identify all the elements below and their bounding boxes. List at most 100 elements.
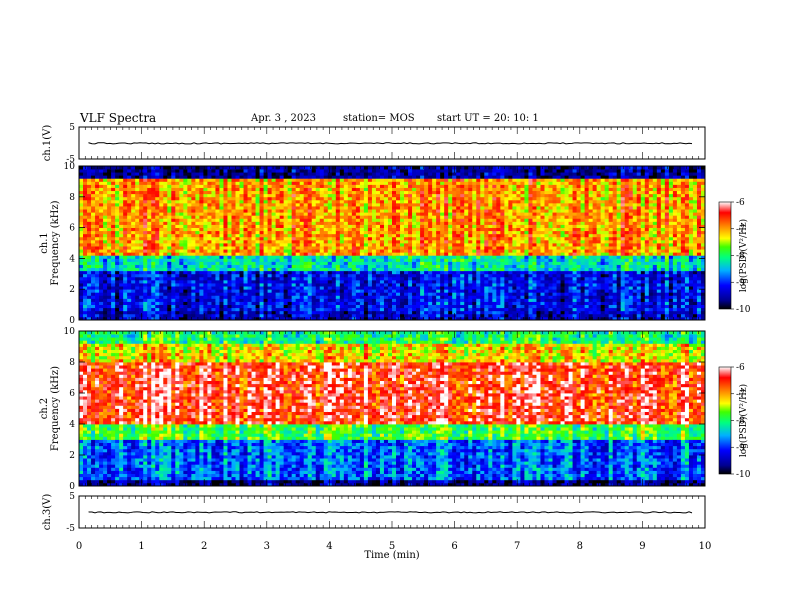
spectrogram-cell (91, 239, 96, 244)
spectrogram-cell (404, 190, 409, 195)
spectrogram-cell (155, 276, 160, 281)
spectrogram-cell (287, 276, 293, 281)
spectrogram-cell (303, 279, 309, 284)
spectrogram-cell (279, 286, 285, 290)
spectrogram-cell (163, 172, 168, 176)
spectrogram-cell (131, 261, 136, 265)
spectrogram-cell (255, 181, 260, 185)
spectrogram-cell (404, 172, 409, 176)
spectrogram-cell (175, 190, 180, 195)
spectrogram-cell (424, 273, 429, 278)
spectrogram-cell (95, 175, 100, 179)
spectrogram-cell (452, 258, 457, 262)
spectrogram-cell (215, 202, 220, 207)
spectrogram-cell (147, 279, 152, 284)
spectrogram-cell (327, 233, 333, 238)
spectrogram-cell (243, 252, 248, 256)
spectrogram-cell (87, 264, 92, 269)
spectrogram-cell (79, 298, 84, 302)
spectrogram-cell (91, 230, 96, 235)
spectrogram-cell (155, 224, 160, 228)
spectrogram-cell (231, 224, 236, 228)
spectrogram-cell (383, 301, 389, 305)
spectrogram-cell (183, 283, 188, 287)
spectrogram-cell (464, 196, 469, 201)
spectrogram-cell (91, 193, 96, 198)
spectrogram-cell (263, 172, 268, 176)
spectrogram-cell (343, 206, 349, 210)
spectrogram-cell (243, 255, 248, 259)
spectrogram-cell (295, 227, 301, 232)
spectrogram-cell (315, 175, 321, 179)
spectrogram-cell (412, 239, 417, 244)
spectrogram-cell (179, 239, 184, 244)
spectrogram-cell (259, 279, 264, 284)
spectrogram-cell (476, 190, 481, 195)
spectrogram-cell (432, 175, 437, 179)
spectrogram-cell (251, 255, 256, 259)
spectrogram-cell (171, 292, 176, 296)
spectrogram-cell (183, 310, 188, 315)
spectrogram-cell (83, 255, 88, 259)
spectrogram-cell (315, 169, 321, 173)
spectrogram-cell (420, 292, 425, 296)
spectrogram-cell (255, 279, 260, 284)
spectrogram-cell (367, 193, 373, 198)
spectrogram-cell (95, 292, 100, 296)
spectrogram-cell (400, 252, 405, 256)
spectrogram-cell (83, 243, 88, 247)
spectrogram-cell (303, 239, 309, 244)
spectrogram-cell (243, 267, 248, 272)
spectrogram-cell (263, 166, 268, 170)
spectrogram-cell (476, 243, 481, 247)
spectrogram-cell (143, 313, 148, 318)
spectrogram-cell (452, 181, 457, 185)
spectrogram-cell (331, 279, 337, 284)
spectrogram-cell (472, 202, 477, 207)
spectrogram-cell (299, 236, 305, 241)
spectrogram-cell (135, 252, 140, 256)
spectrogram-cell (279, 298, 285, 302)
spectrogram-cell (79, 224, 84, 228)
spectrogram-cell (279, 255, 285, 259)
spectrogram-cell (303, 276, 309, 281)
spectrogram-cell (127, 264, 132, 269)
spectrogram-cell (303, 227, 309, 232)
spectrogram-cell (139, 224, 144, 228)
spectrogram-cell (127, 258, 132, 262)
spectrogram-cell (87, 292, 92, 296)
spectrogram-cell (392, 181, 397, 185)
ch1-spectrogram (79, 166, 706, 321)
spectrogram-cell (259, 199, 264, 204)
spectrogram-cell (275, 199, 281, 204)
spectrogram-cell (432, 169, 437, 173)
spectrogram-cell (436, 295, 441, 299)
spectrogram-cell (235, 243, 240, 247)
spectrogram-cell (267, 202, 273, 207)
spectrogram-cell (432, 221, 437, 225)
spectrogram-cell (319, 212, 325, 216)
spectrogram-cell (203, 221, 208, 225)
spectrogram-cell (235, 236, 240, 241)
spectrogram-cell (223, 264, 228, 269)
spectrogram-cell (295, 264, 301, 269)
spectrogram-cell (99, 264, 104, 269)
spectrogram-cell (371, 295, 377, 299)
spectrogram-cell (95, 283, 100, 287)
spectrogram-cell (187, 313, 192, 318)
spectrogram-cell (267, 264, 273, 269)
spectrogram-cell (219, 301, 224, 305)
spectrogram-cell (396, 184, 401, 188)
spectrogram-cell (355, 184, 361, 188)
spectrogram-cell (347, 301, 353, 305)
spectrogram-cell (303, 307, 309, 312)
spectrogram-cell (347, 295, 353, 299)
spectrogram-cell (155, 209, 160, 213)
spectrogram-cell (203, 270, 208, 275)
spectrogram-cell (99, 286, 104, 290)
spectrogram-cell (79, 283, 84, 287)
spectrogram-cell (83, 292, 88, 296)
spectrogram-cell (287, 178, 293, 182)
spectrogram-cell (367, 261, 373, 265)
spectrogram-cell (271, 246, 277, 250)
